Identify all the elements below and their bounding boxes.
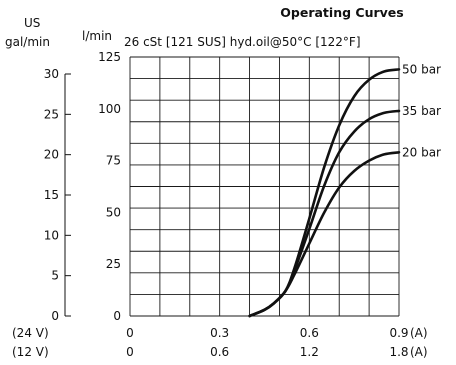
grid <box>129 56 400 317</box>
gal-tick-label: 0 <box>51 309 59 323</box>
subtitle: 26 cSt [121 SUS] hyd.oil@50°C [122°F] <box>124 35 361 49</box>
gal-tick-label: 30 <box>44 67 59 81</box>
chart-title: Operating Curves <box>280 5 403 20</box>
x-axis-12v-unit: (A) <box>410 345 428 359</box>
series-label: 20 bar <box>402 145 441 159</box>
y-axis-unit: l/min <box>82 29 112 43</box>
x-24v-tick-label: 0.6 <box>300 326 319 340</box>
x-axis-12v-label: (12 V) <box>12 345 49 359</box>
lmin-tick-label: 100 <box>98 102 121 116</box>
lmin-tick-label: 0 <box>113 309 121 323</box>
left-axis-unit-line1: US <box>24 16 40 30</box>
series-label: 35 bar <box>402 104 441 118</box>
left-axis-unit-line2: gal/min <box>5 35 50 49</box>
gal-tick-label: 10 <box>44 228 59 242</box>
gal-tick-label: 25 <box>44 107 59 121</box>
x-12v-tick-label: 1.8 <box>389 345 408 359</box>
lmin-tick-label: 125 <box>98 50 121 64</box>
x-12v-tick-label: 1.2 <box>300 345 319 359</box>
x-24v-tick-label: 0.9 <box>389 326 408 340</box>
series-label: 50 bar <box>402 62 441 76</box>
x-24v-tick-label: 0.3 <box>210 326 229 340</box>
curves: 50 bar 35 bar 20 bar <box>248 62 441 318</box>
lmin-tick-label: 50 <box>106 205 121 219</box>
x-24v-tick-label: 0 <box>126 326 134 340</box>
gal-tick-label: 5 <box>51 269 59 283</box>
x-axis-24v-label: (24 V) <box>12 326 49 340</box>
x-12v-tick-label: 0 <box>126 345 134 359</box>
series-line-20-bar <box>248 151 401 318</box>
gal-tick-label: 20 <box>44 148 59 162</box>
gal-tick-label: 15 <box>44 188 59 202</box>
lmin-tick-label: 25 <box>106 257 121 271</box>
x-12v-tick-label: 0.6 <box>210 345 229 359</box>
series-line-50-bar <box>248 68 401 318</box>
x-axis-24v-unit: (A) <box>410 326 428 340</box>
lmin-tick-label: 75 <box>106 154 121 168</box>
